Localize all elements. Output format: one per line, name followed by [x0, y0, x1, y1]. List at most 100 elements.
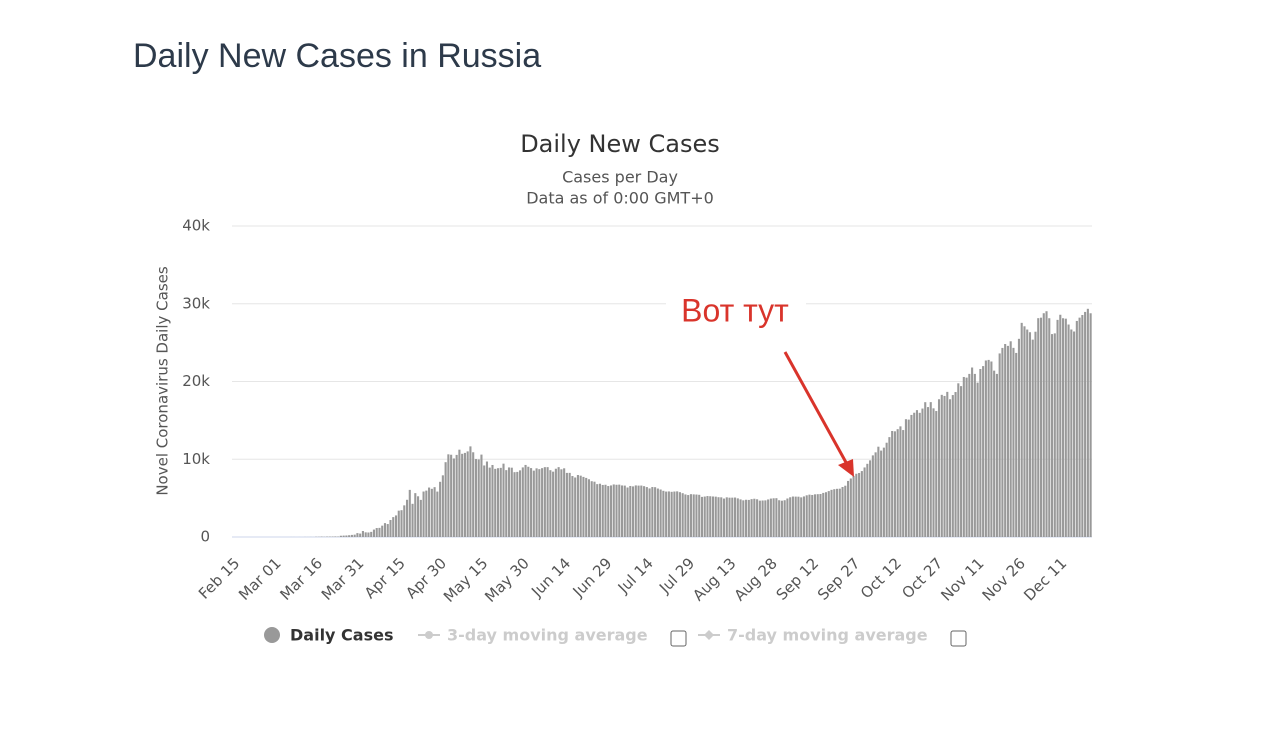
- bar: [461, 454, 463, 537]
- bar: [946, 392, 948, 537]
- bar: [806, 495, 808, 537]
- x-tick-label: May 30: [481, 554, 533, 606]
- bar: [784, 500, 786, 537]
- bar: [1037, 318, 1039, 537]
- bar: [963, 377, 965, 537]
- bar: [930, 402, 932, 537]
- bar: [527, 467, 529, 537]
- bar: [638, 486, 640, 537]
- bar: [500, 468, 502, 537]
- bar: [850, 479, 852, 537]
- bar: [610, 485, 612, 537]
- bar: [830, 490, 832, 537]
- y-axis-label: Novel Coronavirus Daily Cases: [154, 266, 172, 496]
- legend-label[interactable]: 7-day moving average: [727, 626, 928, 645]
- bar: [513, 472, 515, 537]
- bar: [872, 455, 874, 537]
- bar: [469, 446, 471, 537]
- bar: [1015, 353, 1017, 537]
- bar: [1081, 315, 1083, 537]
- bar: [334, 536, 336, 537]
- bar: [398, 511, 400, 537]
- bar: [596, 484, 598, 537]
- bar: [1065, 319, 1067, 537]
- bar: [913, 413, 915, 537]
- bar: [979, 369, 981, 537]
- bar: [841, 487, 843, 537]
- bar: [679, 492, 681, 537]
- bar: [866, 464, 868, 537]
- bar: [775, 498, 777, 537]
- bar: [351, 535, 353, 537]
- bar: [715, 497, 717, 537]
- bar: [387, 524, 389, 537]
- bar: [968, 374, 970, 537]
- checkbox[interactable]: [951, 631, 966, 646]
- chart-subtitle: Cases per Day: [562, 168, 678, 187]
- bar: [811, 495, 813, 537]
- bar: [957, 383, 959, 537]
- bar: [673, 492, 675, 537]
- bar: [1076, 321, 1078, 537]
- bar: [797, 497, 799, 537]
- bar: [971, 368, 973, 537]
- bar: [853, 476, 855, 537]
- bar: [580, 476, 582, 537]
- bar: [456, 455, 458, 537]
- bar: [508, 467, 510, 537]
- bar: [381, 526, 383, 537]
- bar: [591, 481, 593, 537]
- bar: [1040, 318, 1042, 537]
- bar: [588, 479, 590, 537]
- legend-label[interactable]: 3-day moving average: [447, 626, 648, 645]
- bar: [1070, 329, 1072, 537]
- bar: [919, 413, 921, 537]
- bar: [640, 486, 642, 537]
- bar: [844, 486, 846, 537]
- bar: [519, 470, 521, 537]
- bar: [423, 492, 425, 537]
- bar: [833, 489, 835, 537]
- bar: [894, 431, 896, 537]
- bar: [431, 489, 433, 537]
- checkbox[interactable]: [671, 631, 686, 646]
- bar: [635, 485, 637, 537]
- bar: [1062, 318, 1064, 537]
- bar: [450, 455, 452, 537]
- legend-label[interactable]: Daily Cases: [290, 626, 393, 645]
- bar: [489, 468, 491, 537]
- bar: [916, 410, 918, 537]
- bar: [607, 486, 609, 537]
- legend-marker[interactable]: [264, 627, 280, 643]
- x-tick-label: Apr 15: [361, 554, 409, 602]
- bar: [999, 353, 1001, 537]
- bar: [541, 468, 543, 537]
- bar: [505, 470, 507, 537]
- legend-marker[interactable]: [425, 631, 433, 639]
- bar: [690, 494, 692, 537]
- bar: [1079, 318, 1081, 537]
- x-tick-label: Mar 31: [318, 554, 368, 604]
- y-tick-label: 10k: [182, 450, 210, 468]
- bar: [1048, 318, 1050, 537]
- bar: [1001, 348, 1003, 537]
- bar: [935, 411, 937, 537]
- bar: [654, 487, 656, 537]
- bar: [701, 497, 703, 537]
- legend-marker[interactable]: [704, 630, 714, 640]
- x-tick-label: Mar 16: [276, 554, 326, 604]
- bar: [734, 498, 736, 537]
- bar: [649, 488, 651, 537]
- bar: [400, 510, 402, 537]
- bar: [464, 453, 466, 537]
- annotation-arrow: [785, 352, 848, 466]
- bar: [1087, 309, 1089, 537]
- bar: [439, 482, 441, 537]
- bar: [525, 465, 527, 537]
- x-tick-label: Aug 13: [689, 554, 739, 604]
- bar: [938, 399, 940, 537]
- bar: [1029, 332, 1031, 537]
- bar: [585, 478, 587, 537]
- bar: [533, 471, 535, 537]
- bar: [836, 489, 838, 537]
